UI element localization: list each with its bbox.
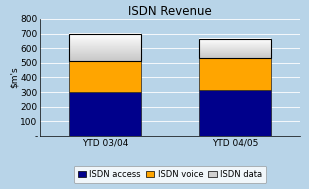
- Title: ISDN Revenue: ISDN Revenue: [128, 5, 212, 18]
- Bar: [199, 58, 271, 90]
- Bar: [69, 34, 141, 61]
- Bar: [199, 90, 271, 136]
- Legend: ISDN access, ISDN voice, ISDN data: ISDN access, ISDN voice, ISDN data: [74, 166, 266, 183]
- Bar: [69, 61, 141, 92]
- Bar: [69, 92, 141, 136]
- Y-axis label: $m's: $m's: [10, 67, 19, 88]
- Bar: [199, 40, 271, 58]
